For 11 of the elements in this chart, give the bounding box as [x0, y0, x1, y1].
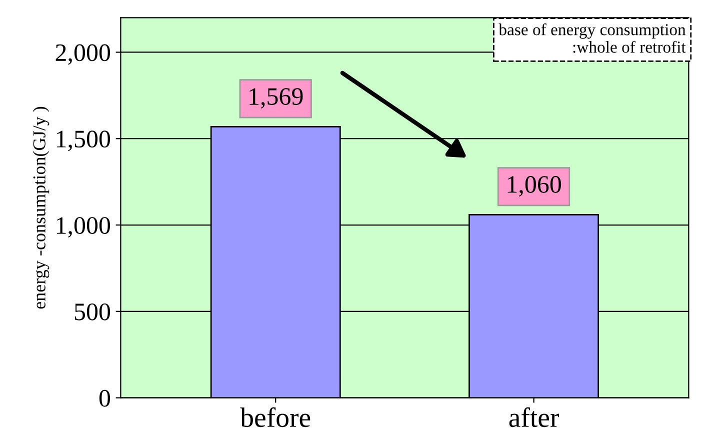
x-tick-label: after — [509, 407, 559, 428]
y-axis-title: energy -consumption(GJ/y ) — [32, 106, 50, 309]
y-tick-label: 0 — [99, 390, 110, 407]
data-label: 1,569 — [250, 88, 303, 109]
y-tick-label: 2,000 — [56, 44, 110, 65]
data-label: 1,060 — [508, 176, 561, 197]
y-tick-label: 500 — [74, 303, 110, 320]
annotation: base of energy consumption :whole of retrofit — [498, 23, 686, 53]
y-tick-label: 1,000 — [56, 217, 110, 238]
y-tick-label: 1,500 — [56, 130, 110, 152]
x-tick-label: before — [240, 407, 310, 428]
